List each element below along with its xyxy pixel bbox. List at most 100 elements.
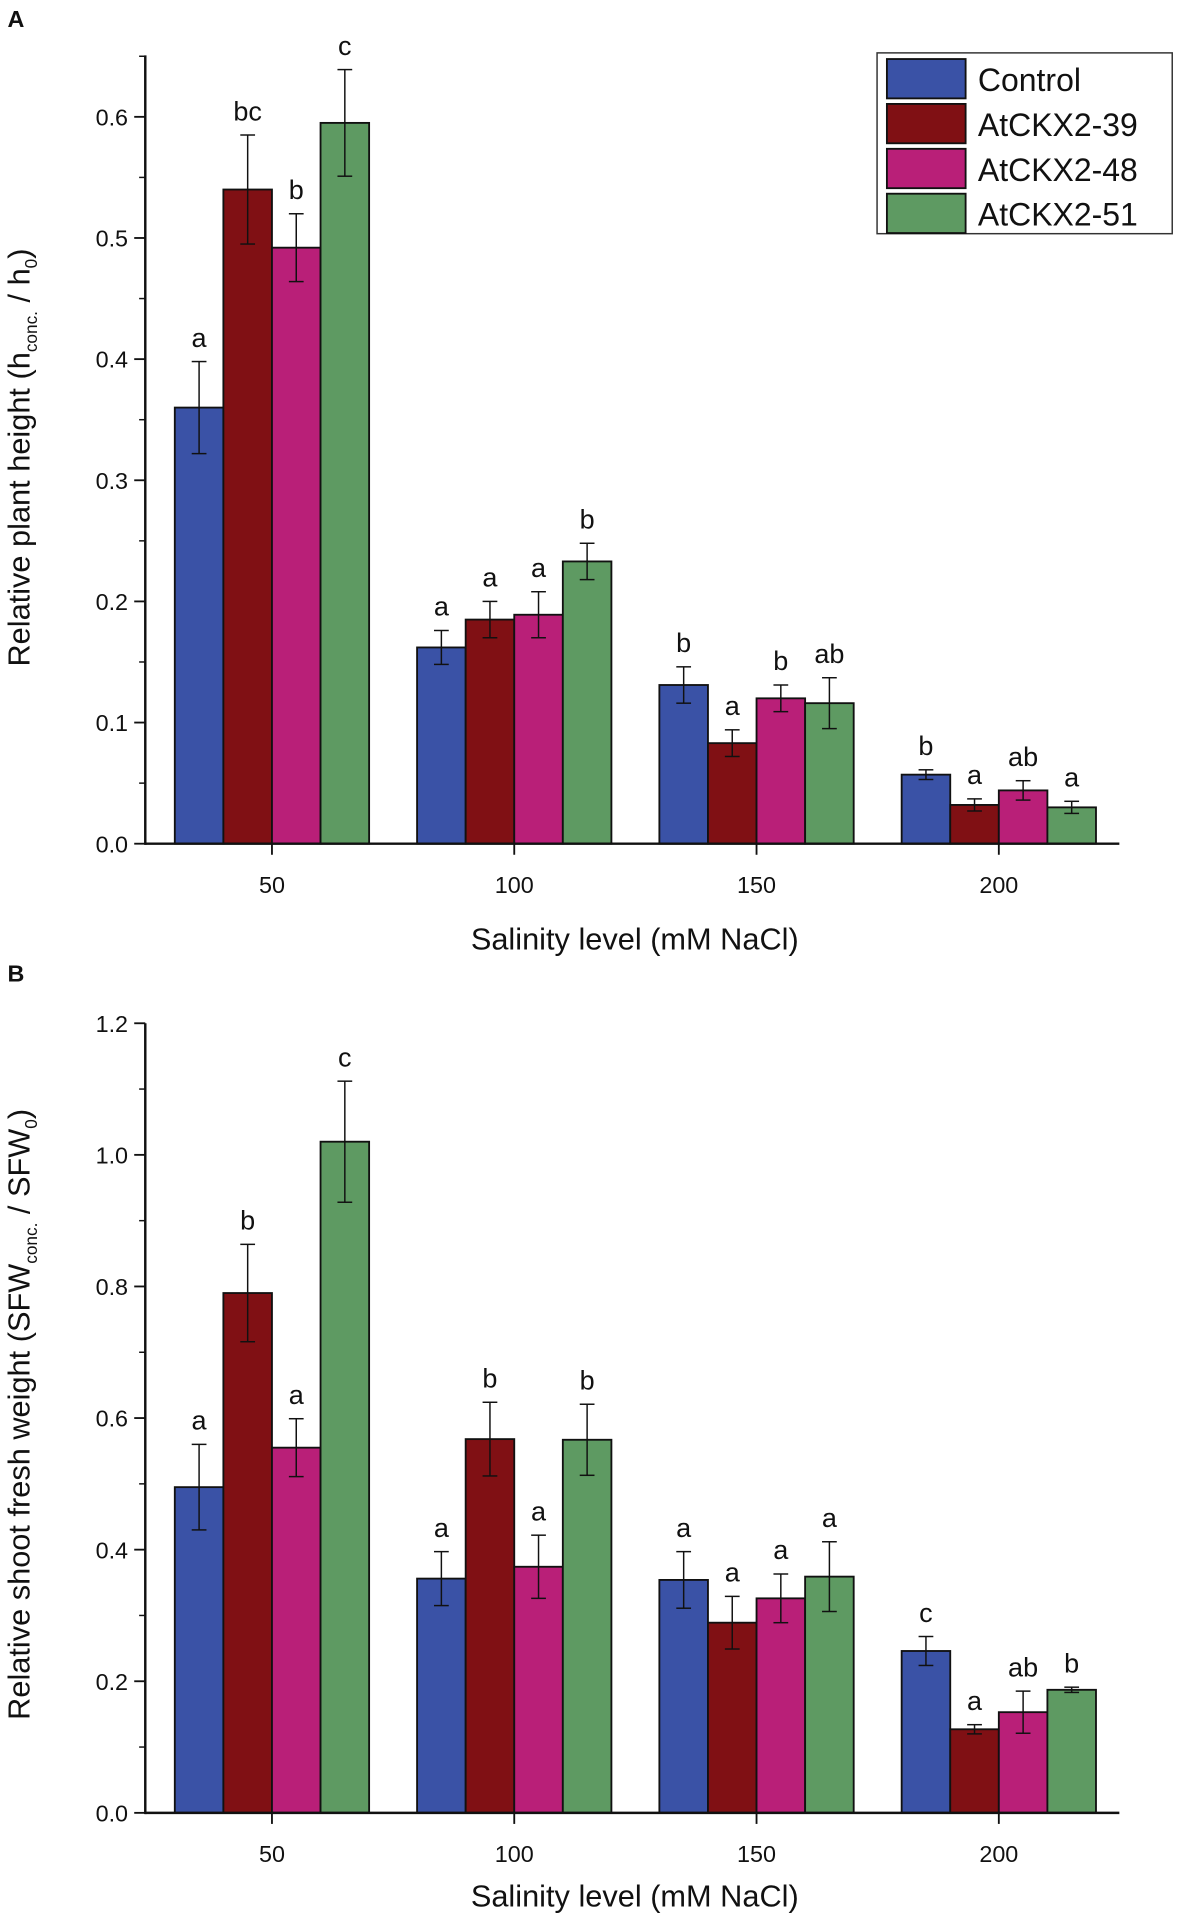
significance-letter: a bbox=[967, 760, 983, 790]
significance-letter: a bbox=[1064, 763, 1080, 793]
significance-letter: a bbox=[725, 1558, 741, 1588]
bar bbox=[513, 1565, 564, 1814]
significance-letter: a bbox=[822, 1503, 838, 1533]
legend: Control AtCKX2-39 AtCKX2-48 AtCKX2-51 bbox=[876, 52, 1173, 235]
significance-letter: c bbox=[919, 1598, 933, 1628]
legend-label: AtCKX2-48 bbox=[978, 152, 1138, 188]
y-axis-title-part: Relative shoot fresh weight (SFW bbox=[2, 1264, 37, 1720]
y-axis-title-subscript: 0 bbox=[21, 259, 41, 269]
significance-letter: a bbox=[773, 1535, 789, 1565]
significance-letter: b bbox=[580, 1365, 595, 1395]
significance-letter: bc bbox=[233, 96, 262, 126]
bar bbox=[464, 1438, 516, 1814]
significance-letter: a bbox=[725, 691, 741, 721]
x-tick-label: 50 bbox=[259, 1841, 285, 1867]
bar bbox=[319, 1140, 371, 1814]
significance-letter: a bbox=[531, 1496, 547, 1526]
bar bbox=[755, 697, 807, 845]
significance-letter: b bbox=[676, 628, 691, 658]
bar bbox=[707, 1621, 758, 1814]
significance-letter: ab bbox=[1008, 742, 1038, 772]
legend-swatch bbox=[885, 192, 967, 234]
significance-letter: b bbox=[580, 505, 595, 535]
y-axis-title-subscript: conc. bbox=[21, 1223, 41, 1264]
significance-letter: a bbox=[676, 1513, 692, 1543]
y-axis-title: Relative plant height (hconc. / h0) bbox=[2, 248, 41, 666]
x-tick-label: 200 bbox=[979, 872, 1018, 898]
legend-label: AtCKX2-39 bbox=[978, 107, 1138, 143]
bar bbox=[1046, 1688, 1097, 1814]
x-tick-label: 100 bbox=[495, 872, 534, 898]
x-tick-label: 100 bbox=[495, 1841, 534, 1867]
y-tick-label: 0.2 bbox=[96, 589, 128, 615]
significance-letter: b bbox=[1064, 1648, 1079, 1678]
significance-letter: a bbox=[967, 1686, 983, 1716]
y-tick-label: 0.4 bbox=[96, 347, 128, 373]
y-tick-label: 0.6 bbox=[96, 104, 128, 130]
bar bbox=[271, 1446, 322, 1814]
significance-letter: a bbox=[434, 592, 450, 622]
legend-swatch bbox=[885, 147, 967, 190]
bar bbox=[658, 684, 709, 845]
bar bbox=[513, 613, 564, 845]
bar bbox=[658, 1579, 709, 1814]
y-tick-label: 0.3 bbox=[96, 468, 128, 494]
bar bbox=[319, 121, 371, 845]
legend-label: AtCKX2-51 bbox=[978, 197, 1138, 233]
x-tick-label: 50 bbox=[259, 872, 285, 898]
significance-letter: b bbox=[240, 1206, 255, 1236]
significance-letter: a bbox=[531, 553, 547, 583]
y-axis-title: Relative shoot fresh weight (SFWconc. / … bbox=[2, 1109, 41, 1720]
bar bbox=[561, 1438, 613, 1814]
significance-letter: a bbox=[482, 563, 498, 593]
x-tick-label: 200 bbox=[979, 1841, 1018, 1867]
bar bbox=[949, 1728, 1000, 1814]
y-axis-title-subscript: 0 bbox=[21, 1119, 41, 1129]
bar bbox=[416, 646, 467, 845]
y-axis-title-part: ) bbox=[2, 248, 37, 258]
significance-letter: a bbox=[192, 1406, 208, 1436]
bar bbox=[222, 1292, 273, 1814]
y-axis-title-part: ) bbox=[2, 1109, 37, 1119]
panel-label: B bbox=[8, 960, 25, 986]
y-tick-label: 0.6 bbox=[96, 1406, 128, 1432]
significance-letter: a bbox=[192, 323, 208, 353]
y-tick-label: 0.8 bbox=[96, 1274, 128, 1300]
bar bbox=[173, 406, 225, 845]
y-axis-title-part: / h bbox=[2, 268, 37, 311]
significance-letter: c bbox=[338, 1042, 352, 1072]
significance-letter: c bbox=[338, 31, 352, 61]
bar bbox=[271, 246, 322, 845]
significance-letter: ab bbox=[814, 639, 844, 669]
bar bbox=[222, 188, 273, 845]
x-tick-label: 150 bbox=[737, 872, 776, 898]
y-tick-label: 1.2 bbox=[96, 1011, 128, 1037]
y-tick-label: 0.2 bbox=[96, 1669, 128, 1695]
x-tick-label: 150 bbox=[737, 1841, 776, 1867]
bar bbox=[900, 1650, 952, 1814]
y-tick-label: 0.1 bbox=[96, 710, 128, 736]
y-tick-label: 0.0 bbox=[96, 831, 128, 857]
significance-letter: b bbox=[918, 731, 933, 761]
bar bbox=[755, 1597, 807, 1814]
significance-letter: ab bbox=[1008, 1652, 1038, 1682]
y-axis-title-part: Relative plant height (h bbox=[2, 352, 37, 666]
y-tick-label: 0.0 bbox=[96, 1800, 128, 1826]
chart-panel-b: Baa acbbaaaaaabcbab0.00.20.40.60.81.01.25… bbox=[2, 960, 1120, 1913]
y-tick-label: 0.4 bbox=[96, 1537, 128, 1563]
significance-letter: b bbox=[773, 646, 788, 676]
bar bbox=[173, 1486, 225, 1814]
panel-label: A bbox=[8, 6, 25, 32]
x-axis-title: Salinity level (mM NaCl) bbox=[471, 1878, 799, 1913]
x-axis-title: Salinity level (mM NaCl) bbox=[471, 921, 799, 956]
bar bbox=[561, 560, 613, 845]
bar bbox=[416, 1577, 467, 1814]
y-tick-label: 0.5 bbox=[96, 226, 128, 252]
bar bbox=[900, 773, 952, 845]
legend-label: Control bbox=[978, 62, 1081, 98]
legend-swatch bbox=[885, 103, 967, 145]
y-axis-title-part: / SFW bbox=[2, 1129, 37, 1223]
legend-swatch bbox=[885, 58, 967, 100]
significance-letter: b bbox=[289, 175, 304, 205]
